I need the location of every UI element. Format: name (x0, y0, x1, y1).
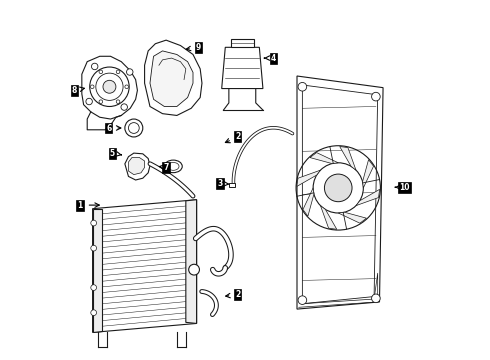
Polygon shape (93, 200, 196, 332)
Text: 5: 5 (110, 149, 115, 158)
Circle shape (128, 123, 139, 134)
Polygon shape (186, 200, 196, 323)
Polygon shape (125, 153, 150, 180)
Polygon shape (297, 76, 383, 309)
Polygon shape (340, 147, 356, 170)
Polygon shape (229, 183, 235, 187)
Circle shape (91, 220, 97, 226)
Polygon shape (363, 159, 373, 188)
Polygon shape (338, 212, 367, 223)
Circle shape (86, 98, 92, 105)
Text: 3: 3 (217, 179, 222, 188)
Text: 6: 6 (106, 123, 111, 132)
Polygon shape (356, 189, 380, 206)
Circle shape (99, 100, 102, 103)
Text: 1: 1 (77, 201, 83, 210)
Circle shape (371, 92, 380, 101)
Circle shape (116, 100, 120, 103)
Polygon shape (297, 170, 320, 186)
Polygon shape (128, 157, 145, 175)
Circle shape (99, 70, 102, 74)
Circle shape (116, 70, 120, 74)
Text: 4: 4 (271, 54, 276, 63)
Circle shape (125, 85, 128, 89)
Circle shape (324, 174, 352, 202)
Bar (231, 40, 254, 47)
Polygon shape (310, 153, 338, 163)
Circle shape (91, 85, 94, 89)
Circle shape (91, 310, 97, 316)
Circle shape (91, 285, 97, 291)
Circle shape (96, 73, 123, 100)
Polygon shape (145, 40, 202, 116)
Circle shape (313, 163, 364, 213)
Circle shape (371, 294, 380, 303)
Circle shape (125, 119, 143, 137)
Circle shape (298, 296, 307, 305)
Polygon shape (82, 56, 137, 119)
Ellipse shape (168, 162, 179, 170)
Circle shape (298, 82, 307, 91)
Circle shape (92, 63, 98, 70)
Circle shape (121, 104, 127, 110)
Text: 2: 2 (235, 290, 241, 299)
Text: 7: 7 (164, 163, 169, 172)
Text: 9: 9 (196, 43, 201, 52)
Ellipse shape (164, 160, 182, 173)
Polygon shape (320, 206, 337, 229)
Polygon shape (303, 188, 314, 216)
Polygon shape (150, 51, 193, 107)
Circle shape (189, 264, 199, 275)
Circle shape (126, 69, 133, 75)
Text: 10: 10 (399, 183, 410, 192)
Text: 8: 8 (72, 86, 77, 95)
Polygon shape (221, 47, 263, 89)
Circle shape (90, 67, 129, 107)
Polygon shape (93, 209, 101, 332)
Circle shape (103, 80, 116, 93)
Polygon shape (302, 85, 378, 304)
Circle shape (91, 245, 97, 251)
Text: 2: 2 (235, 132, 241, 141)
